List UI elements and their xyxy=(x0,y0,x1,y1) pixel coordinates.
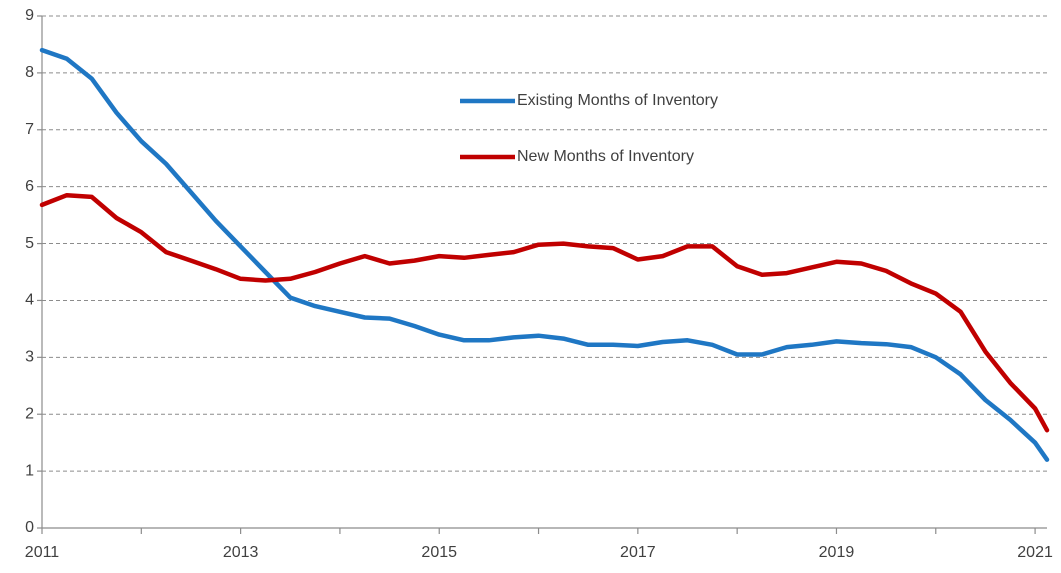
y-tick-label: 3 xyxy=(25,349,34,366)
y-tick-label: 6 xyxy=(25,178,34,195)
y-tick-label: 7 xyxy=(25,121,34,138)
legend-label: Existing Months of Inventory xyxy=(517,92,718,109)
x-tick-label: 2015 xyxy=(421,544,457,561)
y-tick-label: 0 xyxy=(25,519,34,536)
series-line xyxy=(39,192,1050,433)
y-tick-label: 9 xyxy=(25,7,34,24)
x-tick-label: 2017 xyxy=(620,544,656,561)
y-tick-label: 8 xyxy=(25,64,34,81)
y-tick-label: 4 xyxy=(25,292,34,309)
x-tick-label: 2021 xyxy=(1017,544,1053,561)
x-tick-label: 2019 xyxy=(819,544,855,561)
series-line xyxy=(39,47,1050,462)
y-tick-label: 1 xyxy=(25,462,34,479)
y-tick-label: 5 xyxy=(25,235,34,252)
y-tick-label: 2 xyxy=(25,405,34,422)
x-tick-label: 2013 xyxy=(223,544,259,561)
legend-label: New Months of Inventory xyxy=(517,148,694,165)
x-tick-label: 2011 xyxy=(25,544,60,561)
